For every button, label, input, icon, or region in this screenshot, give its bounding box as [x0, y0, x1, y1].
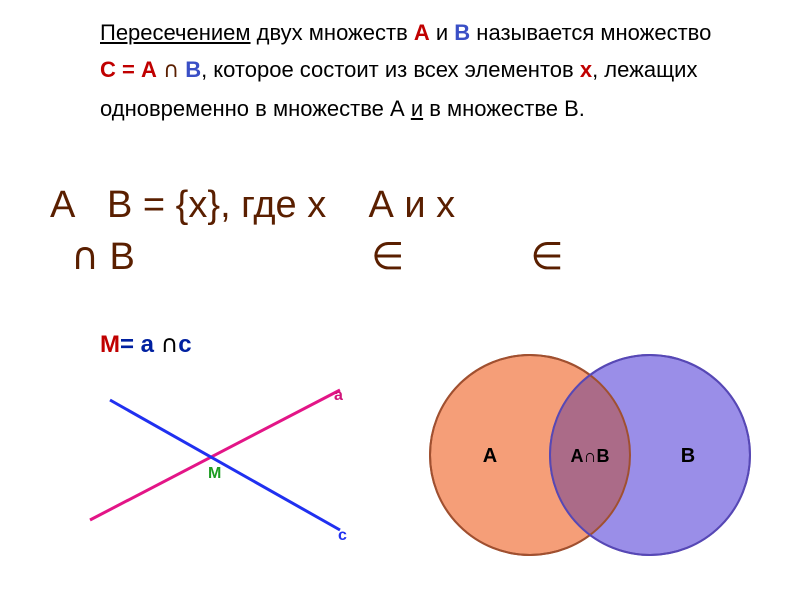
label-a: a	[334, 387, 343, 404]
txt: двух множеств	[251, 20, 414, 45]
formula-line2: ∩ В ∈ ∈	[50, 231, 750, 283]
set-C-eq: С = А	[100, 57, 163, 82]
f-B: В	[110, 236, 135, 278]
m-equation: М= а ∩с	[100, 330, 192, 359]
txt: и	[430, 20, 455, 45]
line-c	[110, 400, 340, 530]
cap-symbol: ∩	[163, 58, 179, 83]
venn-label-AB: А∩В	[571, 446, 610, 466]
m-eq-a: = а	[120, 331, 154, 358]
label-c: c	[338, 527, 347, 544]
set-B-post: В	[179, 57, 201, 82]
in-symbol-1: ∈	[371, 234, 404, 278]
txt: , которое состоит из всех элементов	[201, 57, 580, 82]
txt: называется множество	[470, 20, 711, 45]
f-rest2: А и х	[368, 184, 455, 226]
set-B: В	[454, 20, 470, 45]
in-symbol-2: ∈	[530, 234, 563, 278]
formula-line1: А В = {x}, где х А и х	[50, 180, 750, 231]
intersecting-lines-figure: a c M	[80, 370, 360, 550]
m-letter: М	[100, 331, 120, 358]
venn-diagram: А А∩В В	[400, 330, 770, 580]
m-cap: ∩	[161, 330, 179, 358]
slide-root: Пересечением двух множеств А и В называе…	[0, 0, 800, 600]
label-M: M	[208, 465, 221, 482]
venn-label-A: А	[483, 445, 497, 467]
word-intersection: Пересечением	[100, 20, 251, 45]
f-rest1: В = {x}, где х	[107, 184, 337, 226]
element-x: х	[580, 57, 592, 82]
formula-block: А В = {x}, где х А и х ∩ В ∈ ∈	[50, 180, 750, 284]
word-and: и	[411, 96, 423, 121]
f-A: А	[50, 184, 86, 226]
cap-symbol-big: ∩	[71, 234, 99, 278]
definition-paragraph: Пересечением двух множеств А и В называе…	[100, 14, 720, 127]
txt: в множестве В.	[423, 96, 585, 121]
m-c: с	[178, 331, 191, 358]
set-A: А	[414, 20, 430, 45]
venn-label-B: В	[681, 445, 695, 467]
